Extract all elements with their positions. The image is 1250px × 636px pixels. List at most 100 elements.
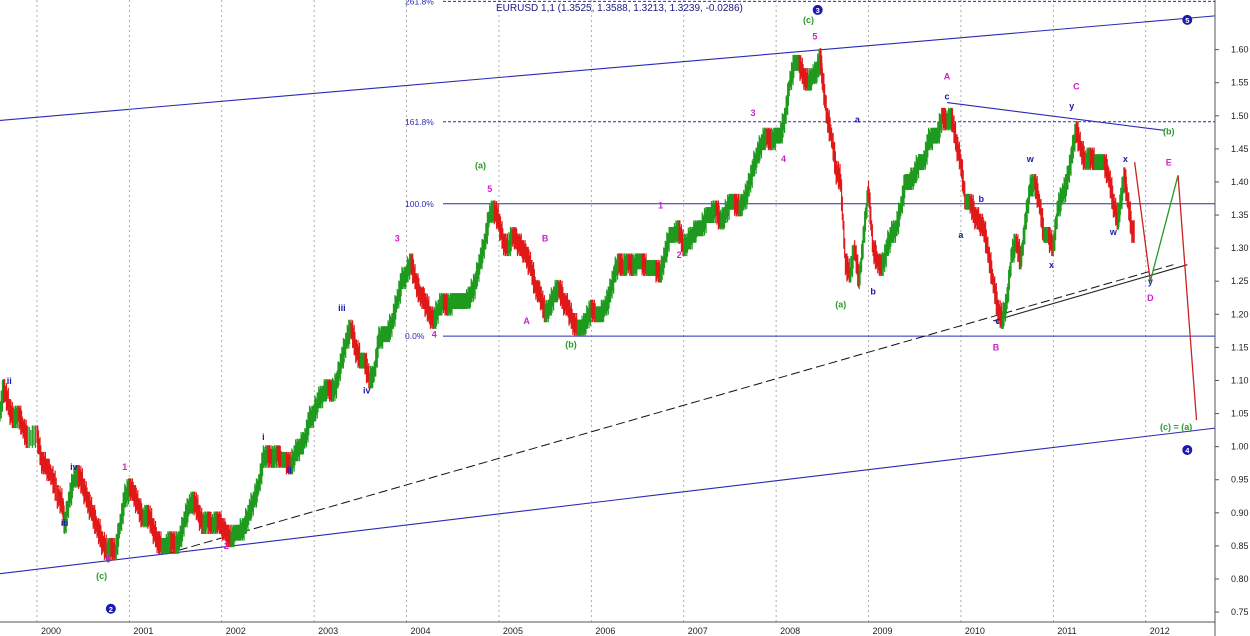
wave-label: 3: [395, 234, 400, 244]
x-tick-label: 2005: [503, 626, 523, 636]
wave-label: B: [542, 234, 549, 244]
y-tick-label: 0.95: [1231, 475, 1249, 485]
x-tick-label: 2006: [595, 626, 615, 636]
y-tick-label: 0.75: [1231, 607, 1249, 617]
chart-title: EURUSD 1,1 (1.3525, 1.3588, 1.3213, 1.32…: [496, 3, 743, 14]
circled-wave-label: 3: [816, 6, 820, 15]
x-tick-label: 2007: [688, 626, 708, 636]
circled-wave-label: 4: [1185, 446, 1190, 455]
wave-label: b: [978, 194, 984, 204]
wave-label: 1: [122, 462, 127, 472]
y-tick-label: 1.15: [1231, 342, 1249, 352]
y-tick-label: 1.35: [1231, 210, 1249, 220]
y-tick-label: 1.40: [1231, 177, 1249, 187]
y-tick-label: 1.10: [1231, 375, 1249, 385]
y-tick-label: 1.30: [1231, 243, 1249, 253]
projection-path: [1133, 162, 1151, 282]
fib-level-label: 261.8%: [405, 0, 434, 6]
price-series: [0, 48, 1135, 561]
y-tick-label: 0.90: [1231, 508, 1249, 518]
circled-wave-marker: [1182, 444, 1193, 455]
circled-wave-marker: [1182, 14, 1193, 25]
wave-label: i: [262, 432, 265, 442]
wave-label: (b): [1163, 126, 1175, 136]
wave-label: E: [1166, 157, 1172, 167]
y-tick-label: 0.85: [1231, 541, 1249, 551]
wave-label: iv: [70, 462, 78, 472]
y-tick-label: 1.00: [1231, 442, 1249, 452]
x-tick-label: 2001: [133, 626, 153, 636]
projection-path: [1149, 175, 1179, 282]
wave-label: C: [1073, 81, 1080, 91]
wave-label: c: [995, 316, 1000, 326]
y-tick-label: 1.45: [1231, 144, 1249, 154]
x-tick-label: 2004: [411, 626, 431, 636]
circled-wave-marker: [105, 603, 116, 614]
circled-wave-label: 5: [1185, 16, 1189, 25]
projection-paths: [1133, 162, 1198, 421]
x-tick-label: 2011: [1057, 626, 1076, 636]
wave-label: w: [1109, 227, 1118, 237]
x-tick-label: 2002: [226, 626, 246, 636]
y-tick-label: 1.55: [1231, 78, 1249, 88]
wave-label: 3: [751, 108, 756, 118]
circled-wave-marker: [812, 4, 823, 15]
wave-label: y: [1148, 277, 1153, 287]
trend-line: [0, 15, 1216, 121]
wave-label: (c): [96, 571, 107, 581]
x-tick-label: 2008: [780, 626, 800, 636]
wave-label: (a): [475, 161, 486, 171]
wave-annotations: iiiviii15(c)2iiiiiiiv345(a)AB(b)12345(c)…: [7, 4, 1193, 614]
wave-label: w: [1026, 154, 1035, 164]
trend-line: [993, 264, 1188, 322]
wave-label: B: [993, 343, 1000, 353]
wave-label: ii: [7, 376, 12, 386]
wave-label: x: [1049, 260, 1054, 270]
wave-label: x: [1123, 154, 1128, 164]
wave-label: a: [958, 230, 964, 240]
y-tick-label: 1.60: [1231, 45, 1249, 55]
y-tick-label: 0.80: [1231, 574, 1249, 584]
fib-level-label: 161.8%: [405, 117, 434, 127]
y-tick-label: 1.20: [1231, 309, 1249, 319]
wave-label: (a): [835, 300, 846, 310]
circled-wave-label: 2: [109, 605, 113, 614]
wave-label: A: [523, 316, 530, 326]
wave-label: iii: [338, 303, 346, 313]
y-tick-label: 1.05: [1231, 409, 1249, 419]
y-tick-label: 1.25: [1231, 276, 1249, 286]
wave-label: 2: [224, 541, 229, 551]
wave-label: 5: [812, 32, 817, 42]
x-tick-label: 2000: [41, 626, 61, 636]
wave-label: ii: [287, 465, 292, 475]
y-tick-label: 1.50: [1231, 111, 1249, 121]
wave-label: (c) = (a): [1160, 422, 1192, 432]
x-tick-label: 2009: [873, 626, 893, 636]
wave-label: (b): [565, 339, 577, 349]
wave-label: 5: [106, 554, 111, 564]
trend-line: [946, 102, 1165, 131]
x-tick-label: 2010: [965, 626, 985, 636]
wave-label: y: [1069, 101, 1074, 111]
wave-label: iii: [61, 518, 69, 528]
wave-label: 4: [781, 154, 786, 164]
wave-label: 5: [487, 184, 492, 194]
fib-level-label: 100.0%: [405, 199, 434, 209]
wave-label: a: [855, 114, 861, 124]
wave-label: A: [944, 71, 951, 81]
fib-level-label: 0.0%: [405, 331, 425, 341]
projection-path: [1177, 175, 1198, 421]
wave-label: b: [870, 286, 876, 296]
wave-label: iv: [363, 386, 371, 396]
x-tick-label: 2003: [318, 626, 338, 636]
wave-label: 1: [658, 200, 663, 210]
trend-line: [0, 427, 1216, 575]
wave-label: 4: [432, 329, 437, 339]
wave-label: 2: [677, 250, 682, 260]
wave-label: D: [1147, 293, 1154, 303]
x-tick-label: 2012: [1150, 626, 1170, 636]
wave-label: (c): [803, 15, 814, 25]
